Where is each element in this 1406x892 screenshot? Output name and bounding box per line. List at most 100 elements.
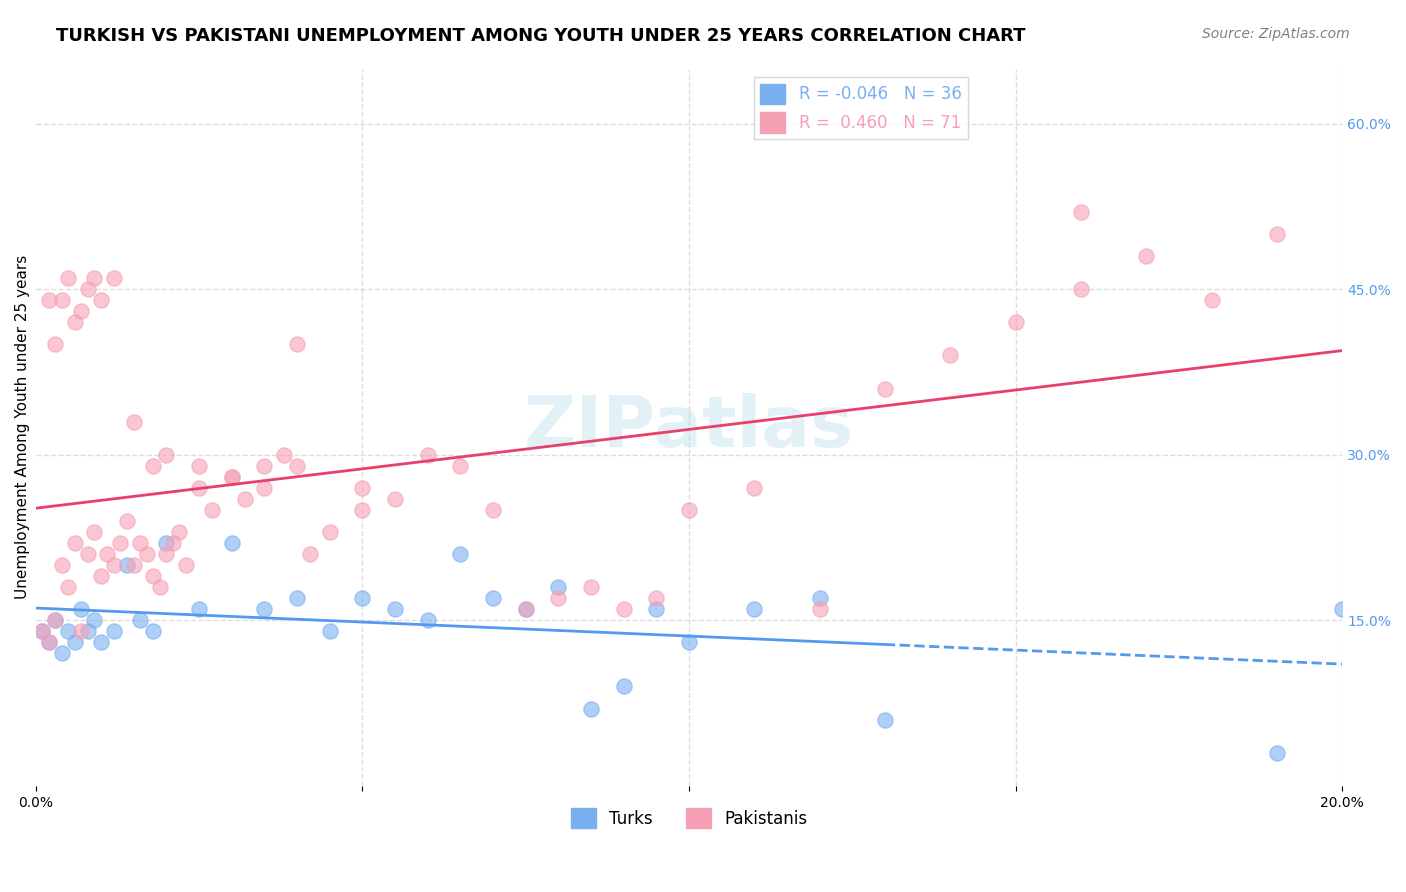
Point xyxy=(253,602,276,616)
Point xyxy=(142,458,165,473)
Point xyxy=(482,591,505,606)
Point xyxy=(352,503,374,517)
Point xyxy=(285,591,308,606)
Point xyxy=(678,635,700,649)
Point xyxy=(31,624,53,639)
Point xyxy=(76,282,98,296)
Point xyxy=(187,602,209,616)
Point xyxy=(58,580,80,594)
Point xyxy=(742,602,765,616)
Point xyxy=(416,448,439,462)
Point xyxy=(90,569,112,583)
Point xyxy=(318,624,340,639)
Point xyxy=(110,536,132,550)
Point xyxy=(51,646,73,660)
Y-axis label: Unemployment Among Youth under 25 years: Unemployment Among Youth under 25 years xyxy=(15,255,30,599)
Point xyxy=(613,602,636,616)
Point xyxy=(352,591,374,606)
Point xyxy=(1004,315,1026,329)
Point xyxy=(285,458,308,473)
Point xyxy=(31,624,53,639)
Point xyxy=(939,348,962,362)
Point xyxy=(142,624,165,639)
Point xyxy=(547,591,569,606)
Point xyxy=(318,524,340,539)
Point xyxy=(63,315,86,329)
Point xyxy=(873,382,896,396)
Point xyxy=(253,481,276,495)
Point xyxy=(51,558,73,573)
Point xyxy=(83,613,105,627)
Point xyxy=(678,503,700,517)
Point xyxy=(155,547,177,561)
Point xyxy=(273,448,295,462)
Point xyxy=(1265,746,1288,760)
Point xyxy=(384,602,406,616)
Point xyxy=(129,536,152,550)
Point xyxy=(1265,227,1288,241)
Point xyxy=(44,613,66,627)
Point xyxy=(96,547,118,561)
Point xyxy=(38,635,60,649)
Point xyxy=(122,415,145,429)
Point xyxy=(76,624,98,639)
Point xyxy=(135,547,157,561)
Point xyxy=(63,635,86,649)
Point xyxy=(58,271,80,285)
Point xyxy=(201,503,224,517)
Point xyxy=(83,524,105,539)
Point xyxy=(449,458,471,473)
Point xyxy=(547,580,569,594)
Point xyxy=(115,558,138,573)
Point xyxy=(90,635,112,649)
Point xyxy=(1070,282,1092,296)
Point xyxy=(44,613,66,627)
Point xyxy=(645,591,668,606)
Point xyxy=(384,491,406,506)
Point xyxy=(129,613,152,627)
Text: ZIPatlas: ZIPatlas xyxy=(524,392,853,462)
Point xyxy=(122,558,145,573)
Point xyxy=(1201,293,1223,308)
Point xyxy=(482,503,505,517)
Point xyxy=(38,293,60,308)
Point xyxy=(221,470,243,484)
Point xyxy=(808,591,831,606)
Point xyxy=(233,491,256,506)
Point xyxy=(449,547,471,561)
Point xyxy=(352,481,374,495)
Point xyxy=(70,624,93,639)
Point xyxy=(645,602,668,616)
Point xyxy=(76,547,98,561)
Point xyxy=(51,293,73,308)
Point xyxy=(221,536,243,550)
Point xyxy=(103,624,125,639)
Point xyxy=(103,271,125,285)
Point xyxy=(155,536,177,550)
Point xyxy=(162,536,184,550)
Point xyxy=(70,304,93,318)
Point xyxy=(149,580,172,594)
Point xyxy=(298,547,321,561)
Point xyxy=(253,458,276,473)
Point xyxy=(416,613,439,627)
Point xyxy=(285,337,308,351)
Point xyxy=(103,558,125,573)
Point xyxy=(174,558,197,573)
Point xyxy=(38,635,60,649)
Point xyxy=(579,580,602,594)
Point xyxy=(90,293,112,308)
Point xyxy=(579,701,602,715)
Point xyxy=(44,337,66,351)
Point xyxy=(221,470,243,484)
Text: Source: ZipAtlas.com: Source: ZipAtlas.com xyxy=(1202,27,1350,41)
Point xyxy=(142,569,165,583)
Point xyxy=(187,481,209,495)
Point xyxy=(83,271,105,285)
Point xyxy=(873,713,896,727)
Point xyxy=(742,481,765,495)
Point xyxy=(169,524,191,539)
Point xyxy=(63,536,86,550)
Point xyxy=(613,680,636,694)
Point xyxy=(1331,602,1354,616)
